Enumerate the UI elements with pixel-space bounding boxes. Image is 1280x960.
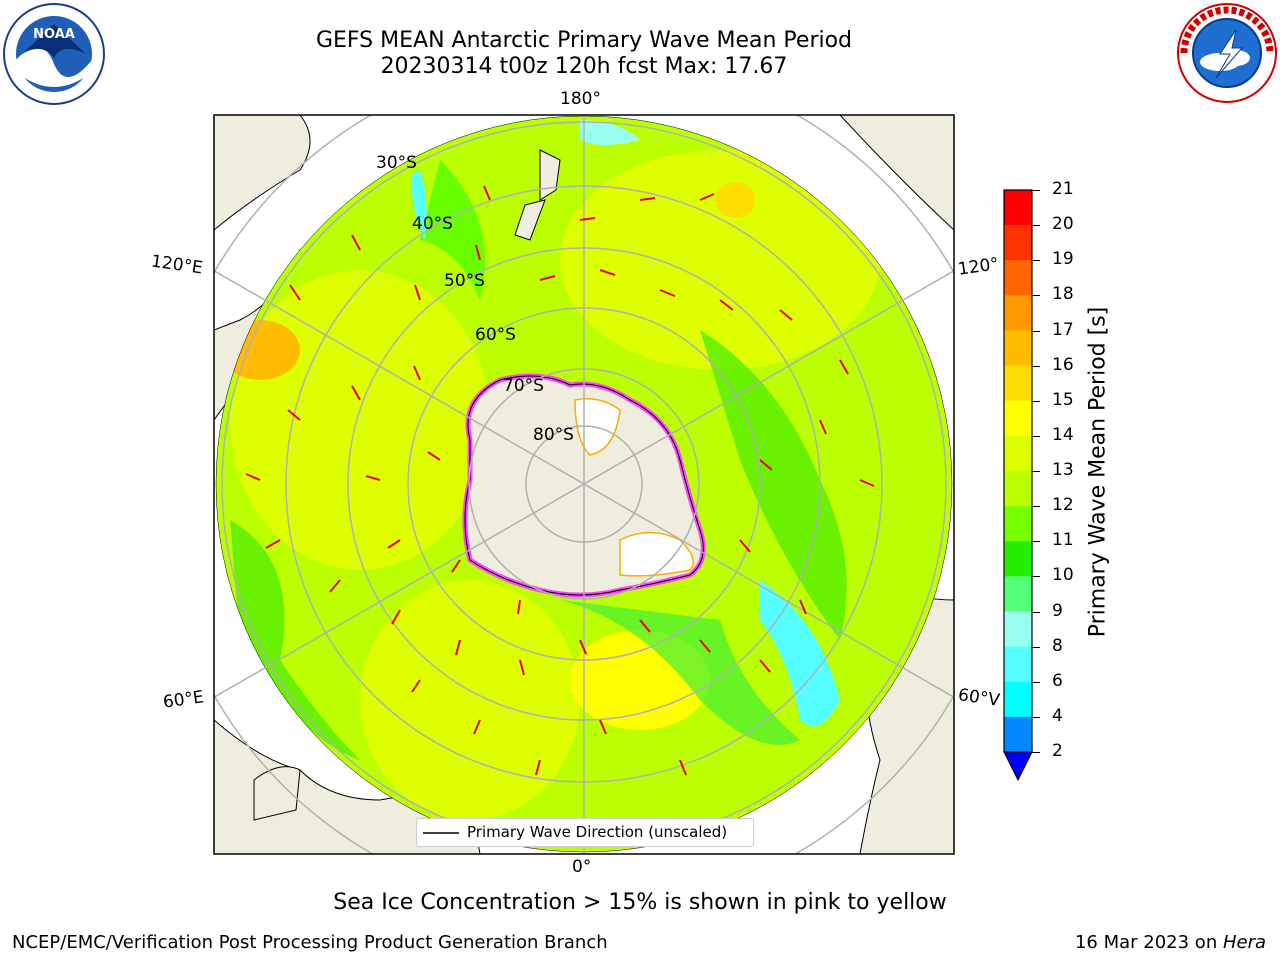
colorbar-tick-mark (1032, 471, 1040, 472)
footer-date: 16 Mar 2023 on Hera (1075, 932, 1266, 953)
colorbar-tick-label: 9 (1052, 601, 1063, 621)
colorbar-band (1004, 260, 1032, 296)
lat-label-80s: 80°S (533, 425, 574, 445)
colorbar-tick-label: 10 (1052, 565, 1074, 585)
lat-label-70s: 70°S (503, 376, 544, 396)
colorbar-tick-label: 8 (1052, 636, 1063, 656)
colorbar-tick-label: 4 (1052, 706, 1063, 726)
colorbar-tick-label: 6 (1052, 671, 1063, 691)
colorbar-band (1004, 295, 1032, 331)
colorbar-band (1004, 401, 1032, 437)
colorbar-band (1004, 647, 1032, 683)
colorbar-tick-mark (1032, 506, 1040, 507)
colorbar-tick-mark (1032, 612, 1040, 613)
colorbar-tick-mark (1032, 647, 1040, 648)
lon-label-0: 0° (572, 857, 591, 877)
colorbar-tick-mark (1032, 401, 1040, 402)
colorbar-tick-mark (1032, 717, 1040, 718)
colorbar-tick-mark (1032, 225, 1040, 226)
colorbar-tick-label: 18 (1052, 284, 1074, 304)
colorbar-band (1004, 471, 1032, 507)
colorbar-tick-mark (1032, 331, 1040, 332)
colorbar-tick-label: 15 (1052, 390, 1074, 410)
lat-label-40s: 40°S (412, 214, 453, 234)
colorbar-band (1004, 506, 1032, 542)
colorbar-band (1004, 682, 1032, 718)
colorbar-tick-mark (1032, 366, 1040, 367)
colorbar-band (1004, 541, 1032, 577)
lat-label-60s: 60°S (475, 325, 516, 345)
colorbar-tick-mark (1032, 752, 1040, 753)
colorbar-tick-label: 21 (1052, 179, 1074, 199)
lat-label-30s: 30°S (376, 153, 417, 173)
colorbar-band (1004, 612, 1032, 648)
sea-ice-note: Sea Ice Concentration > 15% is shown in … (0, 890, 1280, 915)
colorbar-label: Primary Wave Mean Period [s] (1086, 307, 1111, 638)
colorbar (996, 182, 1044, 786)
colorbar-tick-label: 12 (1052, 495, 1074, 515)
colorbar-tick-label: 17 (1052, 320, 1074, 340)
colorbar-band (1004, 717, 1032, 753)
colorbar-band (1004, 576, 1032, 612)
colorbar-tick-mark (1032, 541, 1040, 542)
footer-machine: Hera (1223, 932, 1266, 953)
colorbar-tick-label: 11 (1052, 530, 1074, 550)
lat-label-50s: 50°S (444, 271, 485, 291)
colorbar-tick-label: 16 (1052, 355, 1074, 375)
footer-date-text: 16 Mar 2023 on (1075, 932, 1223, 953)
legend-label: Primary Wave Direction (unscaled) (467, 823, 727, 841)
colorbar-band (1004, 190, 1032, 226)
legend-line-icon (423, 831, 459, 835)
colorbar-band (1004, 331, 1032, 367)
footer-org: NCEP/EMC/Verification Post Processing Pr… (12, 932, 608, 953)
colorbar-tick-label: 2 (1052, 741, 1063, 761)
colorbar-band (1004, 436, 1032, 472)
colorbar-tick-label: 14 (1052, 425, 1074, 445)
colorbar-tick-label: 13 (1052, 460, 1074, 480)
colorbar-extend-arrow (1004, 752, 1032, 780)
lon-label-180: 180° (560, 89, 601, 109)
colorbar-band (1004, 225, 1032, 261)
colorbar-tick-mark (1032, 576, 1040, 577)
colorbar-tick-label: 19 (1052, 249, 1074, 269)
colorbar-band (1004, 366, 1032, 402)
colorbar-tick-label: 20 (1052, 214, 1074, 234)
colorbar-tick-mark (1032, 295, 1040, 296)
colorbar-tick-mark (1032, 436, 1040, 437)
map-legend: Primary Wave Direction (unscaled) (416, 818, 754, 847)
colorbar-tick-mark (1032, 190, 1040, 191)
colorbar-tick-mark (1032, 260, 1040, 261)
colorbar-tick-mark (1032, 682, 1040, 683)
